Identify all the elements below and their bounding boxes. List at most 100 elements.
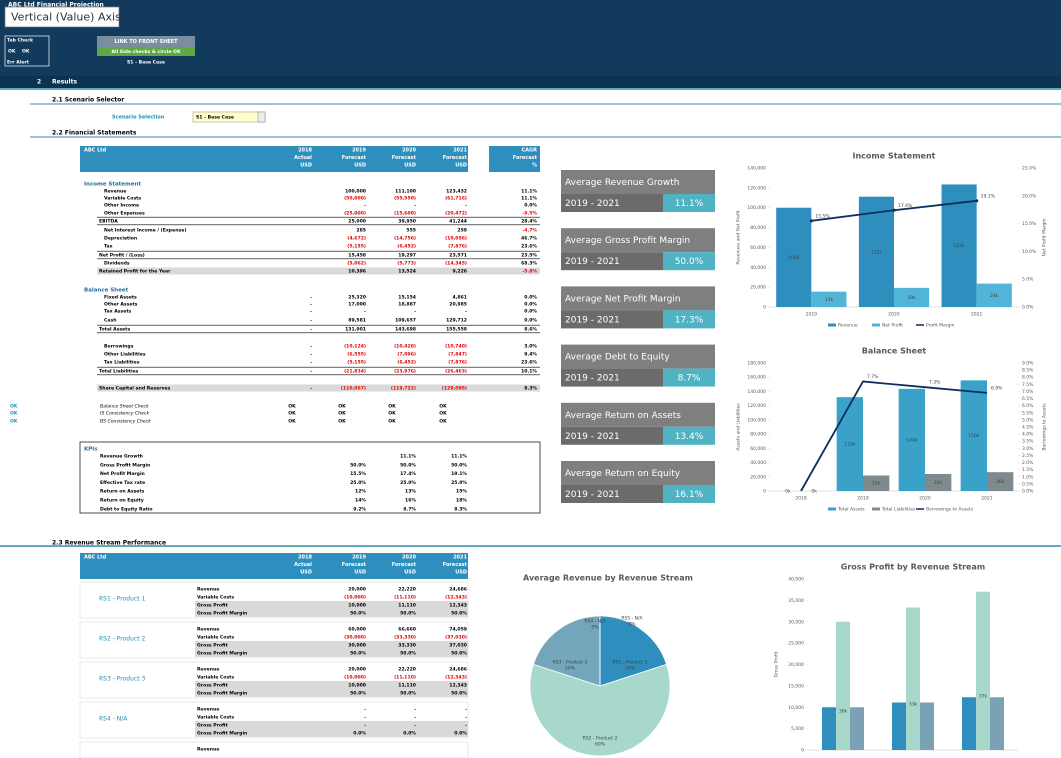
line — [800, 380, 988, 492]
row-label: Total Assets — [99, 327, 130, 333]
header-band — [489, 146, 540, 172]
y-tick-label: 5,000 — [791, 726, 804, 732]
data-label: 132k — [844, 442, 856, 448]
row-label: Cash — [104, 318, 116, 324]
card-title: Average Return on Assets — [565, 411, 681, 421]
cell: - — [364, 204, 366, 209]
y-tick-label: 30,000 — [788, 619, 804, 625]
y-tick-label: 0 — [763, 305, 766, 311]
scenario: S1 - Base Case — [127, 60, 165, 66]
card-period: 2019 - 2021 — [565, 432, 620, 442]
link-button[interactable] — [97, 36, 195, 47]
bar — [898, 388, 925, 491]
cell: - — [364, 310, 366, 315]
cell: 15,458 — [348, 253, 366, 259]
cell: 19,297 — [398, 253, 416, 259]
row-label: Gross Profit — [197, 683, 228, 689]
data-label: 15k — [825, 297, 834, 303]
bar — [920, 702, 934, 750]
dropdown-arrow[interactable] — [257, 111, 266, 123]
err-alert: Err Alert — [7, 60, 30, 66]
pie-label: 20% — [625, 666, 636, 672]
header-cell: ABC Ltd — [84, 555, 107, 561]
cell: (6,555) — [347, 352, 366, 358]
check-value: OK — [338, 404, 346, 410]
cell: 129,712 — [446, 318, 467, 324]
cell: (110,067) — [341, 386, 366, 392]
bar — [822, 707, 836, 750]
x-tick-label: 2020 — [919, 496, 931, 502]
row-label: Share Capital and Reserves — [99, 386, 171, 392]
data-label: 100k — [788, 255, 800, 261]
kpi-value: 13% — [405, 489, 416, 495]
bar — [987, 472, 1014, 491]
y-tick-label: 35,000 — [788, 598, 804, 604]
cell: (5,155) — [347, 244, 366, 250]
card-value: 13.4% — [675, 432, 704, 442]
cell: 66,660 — [398, 627, 416, 633]
bar — [925, 473, 952, 491]
stream-name: RS3 - Product 3 — [99, 676, 145, 683]
header-cell: 2021 — [453, 148, 467, 154]
kpi-label: Debt to Equity Ratio — [100, 506, 153, 512]
chart-title: Average Revenue by Revenue Stream — [523, 574, 693, 583]
check-note: All Side checks & circle OK — [111, 49, 180, 55]
link-button-label[interactable]: LINK TO FRONT SHEET — [114, 39, 178, 45]
check-value: OK — [338, 411, 346, 417]
card-period-band — [561, 485, 663, 503]
cell: 22,220 — [398, 667, 416, 673]
card-title-band — [561, 461, 715, 485]
cell: (10,740) — [445, 344, 467, 350]
header-cell: 2020 — [402, 555, 416, 561]
pie-label: RS2 - Product 2 — [583, 736, 618, 742]
y2-tick-label: 5.5% — [1022, 410, 1034, 416]
y2-tick-label: 10.0% — [1022, 249, 1037, 255]
row-label: Gross Profit Margin — [197, 611, 247, 617]
cell: 11.1% — [521, 196, 537, 202]
cell: 0.0% — [524, 309, 537, 315]
header-cell: Forecast — [513, 155, 538, 161]
card-period: 2019 - 2021 — [565, 257, 620, 267]
cell: 3.0% — [524, 344, 537, 350]
row-label: Other Liabilities — [104, 352, 146, 358]
scenario-value[interactable]: S1 - Base Case — [196, 115, 234, 121]
cell: 8.6% — [524, 327, 537, 333]
y2-tick-label: 1.5% — [1022, 467, 1034, 473]
check-value: OK — [388, 404, 396, 410]
card-value-band — [663, 485, 715, 503]
row-label: Total Liabilities — [99, 369, 139, 375]
pie-label: RS3 - Product 3 — [553, 660, 588, 666]
stream-name: RS4 - N/A — [99, 716, 128, 723]
row-label: Gross Profit — [197, 723, 228, 729]
section-title: Results — [52, 79, 77, 86]
check-value: OK — [439, 419, 447, 425]
card-value-band — [663, 194, 715, 212]
cell: 0.0% — [524, 203, 537, 209]
data-label: 7.3% — [929, 380, 941, 386]
group-box — [79, 741, 469, 758]
y2-tick-label: 20.0% — [1022, 193, 1037, 199]
check: OK — [8, 49, 16, 55]
cell: 0.0% — [403, 731, 416, 737]
y-tick-label: 20,000 — [750, 474, 766, 480]
card-value-band — [663, 252, 715, 271]
cell: (7,096) — [397, 352, 416, 358]
cell: - — [364, 716, 366, 721]
y-axis-title: Assets and Liabilities — [736, 403, 742, 451]
row-label: Revenue — [197, 667, 219, 673]
cell: 23.6% — [521, 360, 537, 366]
legend-swatch — [872, 323, 880, 327]
legend-label: Revenue — [838, 323, 858, 329]
card-period-band — [561, 426, 663, 445]
kpi-value: 25.0% — [451, 480, 467, 486]
cell: (5,155) — [347, 360, 366, 366]
row-label: Variable Costs — [197, 635, 234, 641]
section-label: KPIs — [84, 447, 98, 453]
bar — [990, 697, 1004, 750]
cell: (21,834) — [344, 369, 366, 375]
cell: (14,756) — [394, 236, 416, 242]
y-tick-label: 100,000 — [747, 205, 766, 211]
header-cell: USD — [354, 570, 366, 576]
kpi-label: Return on Equity — [100, 498, 144, 504]
x-tick-label: 2020 — [888, 312, 900, 318]
